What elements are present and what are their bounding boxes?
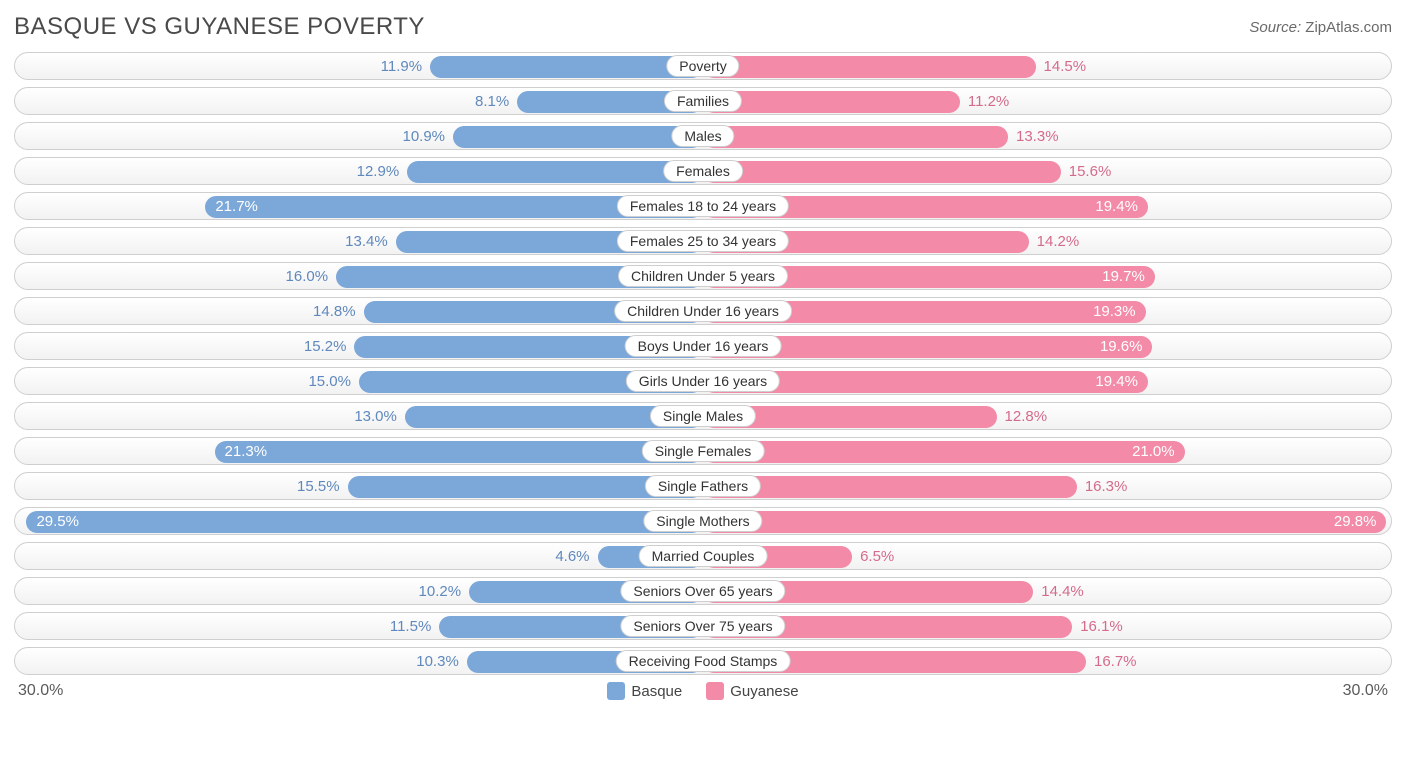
value-guyanese: 16.1%	[1080, 613, 1123, 641]
value-guyanese: 19.7%	[1102, 263, 1145, 291]
chart-footer: 30.0% Basque Guyanese 30.0%	[14, 682, 1392, 700]
category-label: Males	[671, 125, 734, 147]
value-basque: 15.0%	[308, 368, 351, 396]
category-label: Single Fathers	[645, 475, 761, 497]
chart-row: 11.9% 14.5% Poverty	[14, 52, 1392, 80]
chart-source: Source: ZipAtlas.com	[1249, 19, 1392, 36]
bar-guyanese	[703, 161, 1061, 183]
category-label: Girls Under 16 years	[626, 370, 780, 392]
chart-title: BASQUE VS GUYANESE POVERTY	[14, 13, 425, 41]
value-basque: 13.4%	[345, 228, 388, 256]
category-label: Receiving Food Stamps	[616, 650, 791, 672]
legend-item-guyanese: Guyanese	[706, 682, 798, 700]
category-label: Single Mothers	[643, 510, 762, 532]
diverging-bar-chart: 11.9%14.5%Poverty8.1%11.2%Families10.9%1…	[14, 52, 1392, 675]
value-guyanese: 11.2%	[968, 88, 1009, 116]
value-basque: 8.1%	[475, 88, 509, 116]
chart-row: 8.1% 11.2% Families	[14, 87, 1392, 115]
chart-row: 15.0% 19.4% Girls Under 16 years	[14, 367, 1392, 395]
category-label: Children Under 16 years	[614, 300, 792, 322]
category-label: Single Females	[642, 440, 765, 462]
value-basque: 13.0%	[354, 403, 397, 431]
value-basque: 14.8%	[313, 298, 356, 326]
chart-row: 14.8% 19.3% Children Under 16 years	[14, 297, 1392, 325]
value-basque: 21.3%	[225, 438, 268, 466]
category-label: Families	[664, 90, 742, 112]
category-label: Single Males	[650, 405, 756, 427]
value-guyanese: 14.5%	[1044, 53, 1087, 81]
chart-row: 13.0% 12.8% Single Males	[14, 402, 1392, 430]
category-label: Seniors Over 75 years	[620, 615, 785, 637]
value-basque: 4.6%	[555, 543, 589, 571]
value-guyanese: 16.7%	[1094, 648, 1137, 676]
value-basque: 10.2%	[419, 578, 462, 606]
source-label: Source:	[1249, 19, 1301, 36]
source-name: ZipAtlas.com	[1305, 19, 1392, 36]
category-label: Females 25 to 34 years	[617, 230, 789, 252]
bar-basque	[407, 161, 703, 183]
category-label: Females	[663, 160, 743, 182]
value-basque: 11.5%	[390, 613, 431, 641]
axis-max-left: 30.0%	[18, 682, 63, 700]
bar-guyanese	[703, 441, 1185, 463]
value-guyanese: 29.8%	[1334, 508, 1377, 536]
value-basque: 10.3%	[416, 648, 459, 676]
value-basque: 15.2%	[304, 333, 347, 361]
value-guyanese: 15.6%	[1069, 158, 1112, 186]
chart-row: 13.4% 14.2% Females 25 to 34 years	[14, 227, 1392, 255]
chart-header: BASQUE VS GUYANESE POVERTY Source: ZipAt…	[14, 10, 1392, 44]
value-guyanese: 13.3%	[1016, 123, 1059, 151]
chart-legend: Basque Guyanese	[607, 682, 798, 700]
legend-label-guyanese: Guyanese	[730, 683, 798, 700]
value-basque: 21.7%	[215, 193, 258, 221]
chart-row: 10.2% 14.4% Seniors Over 65 years	[14, 577, 1392, 605]
value-basque: 15.5%	[297, 473, 340, 501]
value-basque: 12.9%	[357, 158, 400, 186]
value-guyanese: 14.2%	[1037, 228, 1080, 256]
chart-row: 15.5% 16.3% Single Fathers	[14, 472, 1392, 500]
category-label: Married Couples	[639, 545, 768, 567]
chart-row: 10.3% 16.7% Receiving Food Stamps	[14, 647, 1392, 675]
category-label: Boys Under 16 years	[625, 335, 782, 357]
bar-guyanese	[703, 511, 1386, 533]
chart-row: 11.5% 16.1% Seniors Over 75 years	[14, 612, 1392, 640]
legend-swatch-basque	[607, 682, 625, 700]
chart-row: 12.9% 15.6% Females	[14, 157, 1392, 185]
value-guyanese: 19.4%	[1095, 368, 1138, 396]
bar-basque	[430, 56, 703, 78]
value-guyanese: 16.3%	[1085, 473, 1128, 501]
category-label: Children Under 5 years	[618, 265, 788, 287]
legend-item-basque: Basque	[607, 682, 682, 700]
bar-basque	[453, 126, 703, 148]
chart-row: 16.0% 19.7% Children Under 5 years	[14, 262, 1392, 290]
bar-basque	[215, 441, 703, 463]
axis-max-right: 30.0%	[1343, 682, 1388, 700]
value-guyanese: 12.8%	[1005, 403, 1048, 431]
category-label: Seniors Over 65 years	[620, 580, 785, 602]
value-basque: 16.0%	[286, 263, 329, 291]
value-basque: 11.9%	[381, 53, 422, 81]
chart-row: 15.2% 19.6% Boys Under 16 years	[14, 332, 1392, 360]
legend-label-basque: Basque	[631, 683, 682, 700]
category-label: Poverty	[666, 55, 739, 77]
value-guyanese: 19.6%	[1100, 333, 1143, 361]
category-label: Females 18 to 24 years	[617, 195, 789, 217]
value-guyanese: 6.5%	[860, 543, 894, 571]
value-guyanese: 19.4%	[1095, 193, 1138, 221]
bar-guyanese	[703, 56, 1036, 78]
chart-row: 29.5% 29.8% Single Mothers	[14, 507, 1392, 535]
value-basque: 29.5%	[36, 508, 79, 536]
value-guyanese: 21.0%	[1132, 438, 1175, 466]
value-basque: 10.9%	[402, 123, 445, 151]
bar-basque	[26, 511, 703, 533]
value-guyanese: 14.4%	[1041, 578, 1084, 606]
value-guyanese: 19.3%	[1093, 298, 1136, 326]
legend-swatch-guyanese	[706, 682, 724, 700]
chart-row: 4.6% 6.5% Married Couples	[14, 542, 1392, 570]
bar-guyanese	[703, 126, 1008, 148]
chart-row: 21.3% 21.0% Single Females	[14, 437, 1392, 465]
chart-container: BASQUE VS GUYANESE POVERTY Source: ZipAt…	[0, 0, 1406, 758]
chart-row: 10.9% 13.3% Males	[14, 122, 1392, 150]
chart-row: 21.7% 19.4% Females 18 to 24 years	[14, 192, 1392, 220]
